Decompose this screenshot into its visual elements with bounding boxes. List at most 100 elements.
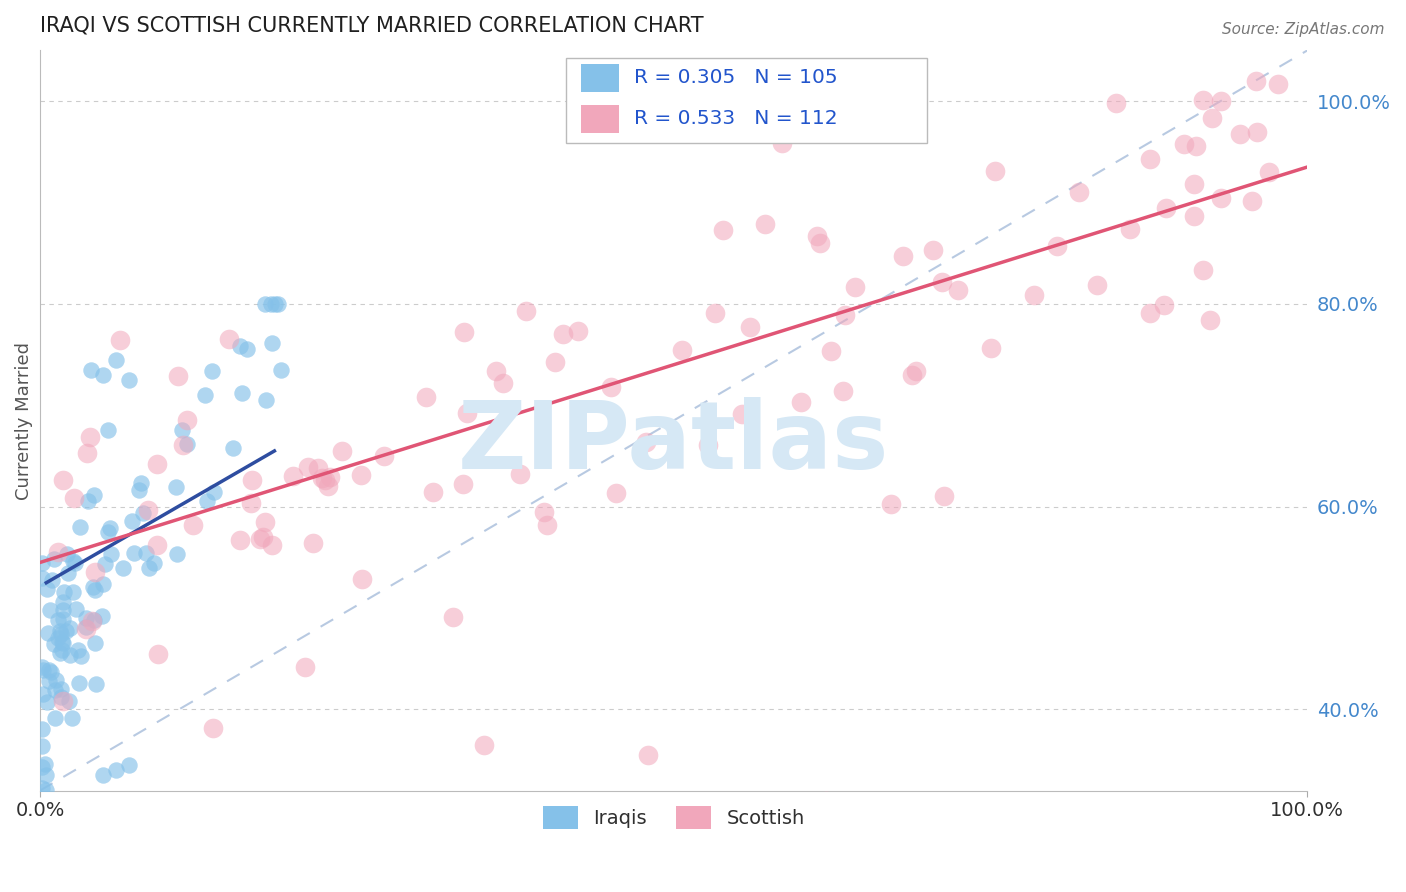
Point [1199, 313, 1222, 327]
Point [931, 275, 953, 289]
Point [509, 467, 531, 481]
Point [55, 624, 77, 638]
Point [1191, 93, 1213, 107]
Point [83, 613, 105, 627]
Point [181, 517, 204, 532]
Point [1246, 124, 1268, 138]
Point [201, 721, 224, 735]
Point [415, 390, 437, 404]
Point [135, 546, 157, 560]
Point [697, 437, 720, 451]
Point [52, 473, 75, 487]
Point [51, 634, 73, 648]
Point [422, 485, 444, 500]
Point [97, 423, 120, 437]
Bar [581, 104, 619, 133]
Point [254, 392, 277, 407]
Point [52, 595, 75, 609]
Point [1046, 239, 1069, 253]
Point [314, 473, 336, 487]
Point [834, 308, 856, 322]
Point [567, 324, 589, 338]
Point [515, 304, 537, 318]
Point [703, 306, 725, 320]
Point [1173, 137, 1195, 152]
Point [229, 533, 252, 547]
Point [1201, 111, 1223, 125]
Point [218, 333, 240, 347]
Point [536, 518, 558, 533]
Text: Source: ZipAtlas.com: Source: ZipAtlas.com [1222, 22, 1385, 37]
Point [83, 488, 105, 502]
Point [770, 136, 793, 151]
Point [44, 683, 66, 698]
Point [82, 580, 104, 594]
Point [146, 457, 169, 471]
Text: R = 0.533   N = 112: R = 0.533 N = 112 [634, 109, 838, 128]
Point [32, 687, 55, 701]
Point [91, 768, 114, 782]
Text: ZIPatlas: ZIPatlas [458, 397, 890, 489]
Point [62, 585, 84, 599]
Point [60, 711, 83, 725]
Point [146, 538, 169, 552]
Point [38, 664, 60, 678]
Point [31, 659, 53, 673]
Point [34, 768, 56, 782]
Point [75, 622, 97, 636]
Point [41, 665, 63, 680]
Point [104, 764, 127, 778]
Point [932, 489, 955, 503]
Bar [581, 63, 619, 92]
Point [138, 561, 160, 575]
Point [605, 486, 627, 500]
Point [62, 491, 84, 505]
Point [1182, 177, 1205, 191]
Point [1211, 95, 1233, 109]
Point [330, 443, 353, 458]
Point [44, 552, 66, 566]
Point [240, 496, 263, 510]
Point [453, 325, 475, 339]
Point [56, 547, 79, 561]
Point [253, 516, 276, 530]
Point [146, 647, 169, 661]
Point [31, 556, 53, 570]
Point [31, 739, 53, 753]
Point [44, 637, 66, 651]
Point [66, 642, 89, 657]
Point [56, 566, 79, 581]
Point [814, 794, 837, 808]
Point [294, 660, 316, 674]
Point [249, 532, 271, 546]
Point [599, 380, 621, 394]
Point [91, 609, 114, 624]
Point [176, 436, 198, 450]
Point [91, 368, 114, 382]
Point [67, 675, 90, 690]
Point [236, 343, 259, 357]
Y-axis label: Currently Married: Currently Married [15, 342, 32, 500]
Point [65, 602, 87, 616]
Point [350, 468, 373, 483]
Point [45, 673, 67, 688]
Point [31, 571, 53, 585]
Point [172, 423, 194, 437]
Point [98, 521, 121, 535]
Point [1154, 201, 1177, 215]
Point [104, 352, 127, 367]
Point [790, 395, 813, 409]
Point [1069, 186, 1091, 200]
Point [1209, 191, 1232, 205]
Point [456, 406, 478, 420]
Point [75, 611, 97, 625]
Point [240, 473, 263, 487]
Point [51, 627, 73, 641]
Point [193, 387, 215, 401]
Point [281, 468, 304, 483]
Point [48, 631, 70, 645]
Point [59, 648, 82, 663]
Point [31, 780, 53, 795]
Point [832, 384, 855, 398]
Point [844, 279, 866, 293]
